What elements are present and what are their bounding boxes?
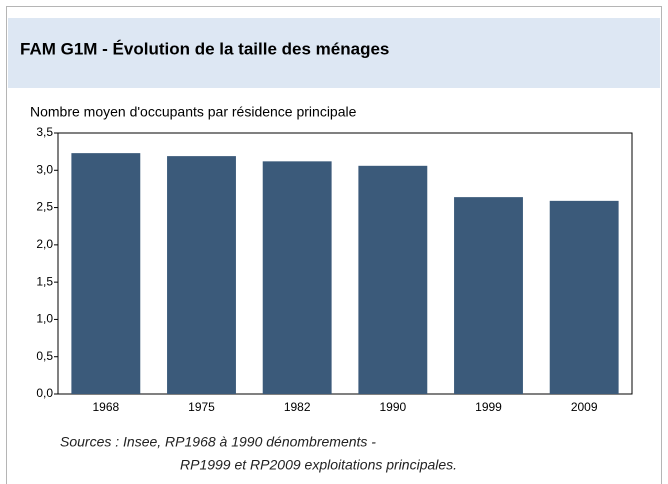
x-tick-label: 1999 [475,400,502,414]
y-tick-label: 2,0 [36,237,53,251]
y-tick-label: 0,0 [36,386,53,400]
x-tick-label: 1968 [92,400,119,414]
x-tick-label: 2009 [571,400,598,414]
x-tick-label: 1990 [379,400,406,414]
y-tick-label: 3,5 [36,125,53,139]
source-line: Sources : Insee, RP1968 à 1990 dénombrem… [60,434,376,450]
y-tick-label: 0,5 [36,349,53,363]
x-tick-label: 1982 [284,400,311,414]
source-line: RP1999 et RP2009 exploitations principal… [180,457,457,473]
bar [262,161,332,394]
chart-subtitle: Nombre moyen d'occupants par résidence p… [30,104,357,120]
bar [549,200,619,394]
chart-title: FAM G1M - Évolution de la taille des mén… [20,39,389,58]
y-tick-label: 2,5 [36,200,53,214]
y-tick-label: 1,5 [36,274,53,288]
y-tick-label: 1,0 [36,312,53,326]
header-band [8,18,660,88]
plot-area [57,132,633,395]
bar [167,156,236,394]
bar [71,153,141,394]
x-tick-label: 1975 [188,400,215,414]
bar [358,165,428,394]
y-tick-label: 3,0 [36,162,53,176]
bar [454,197,523,394]
